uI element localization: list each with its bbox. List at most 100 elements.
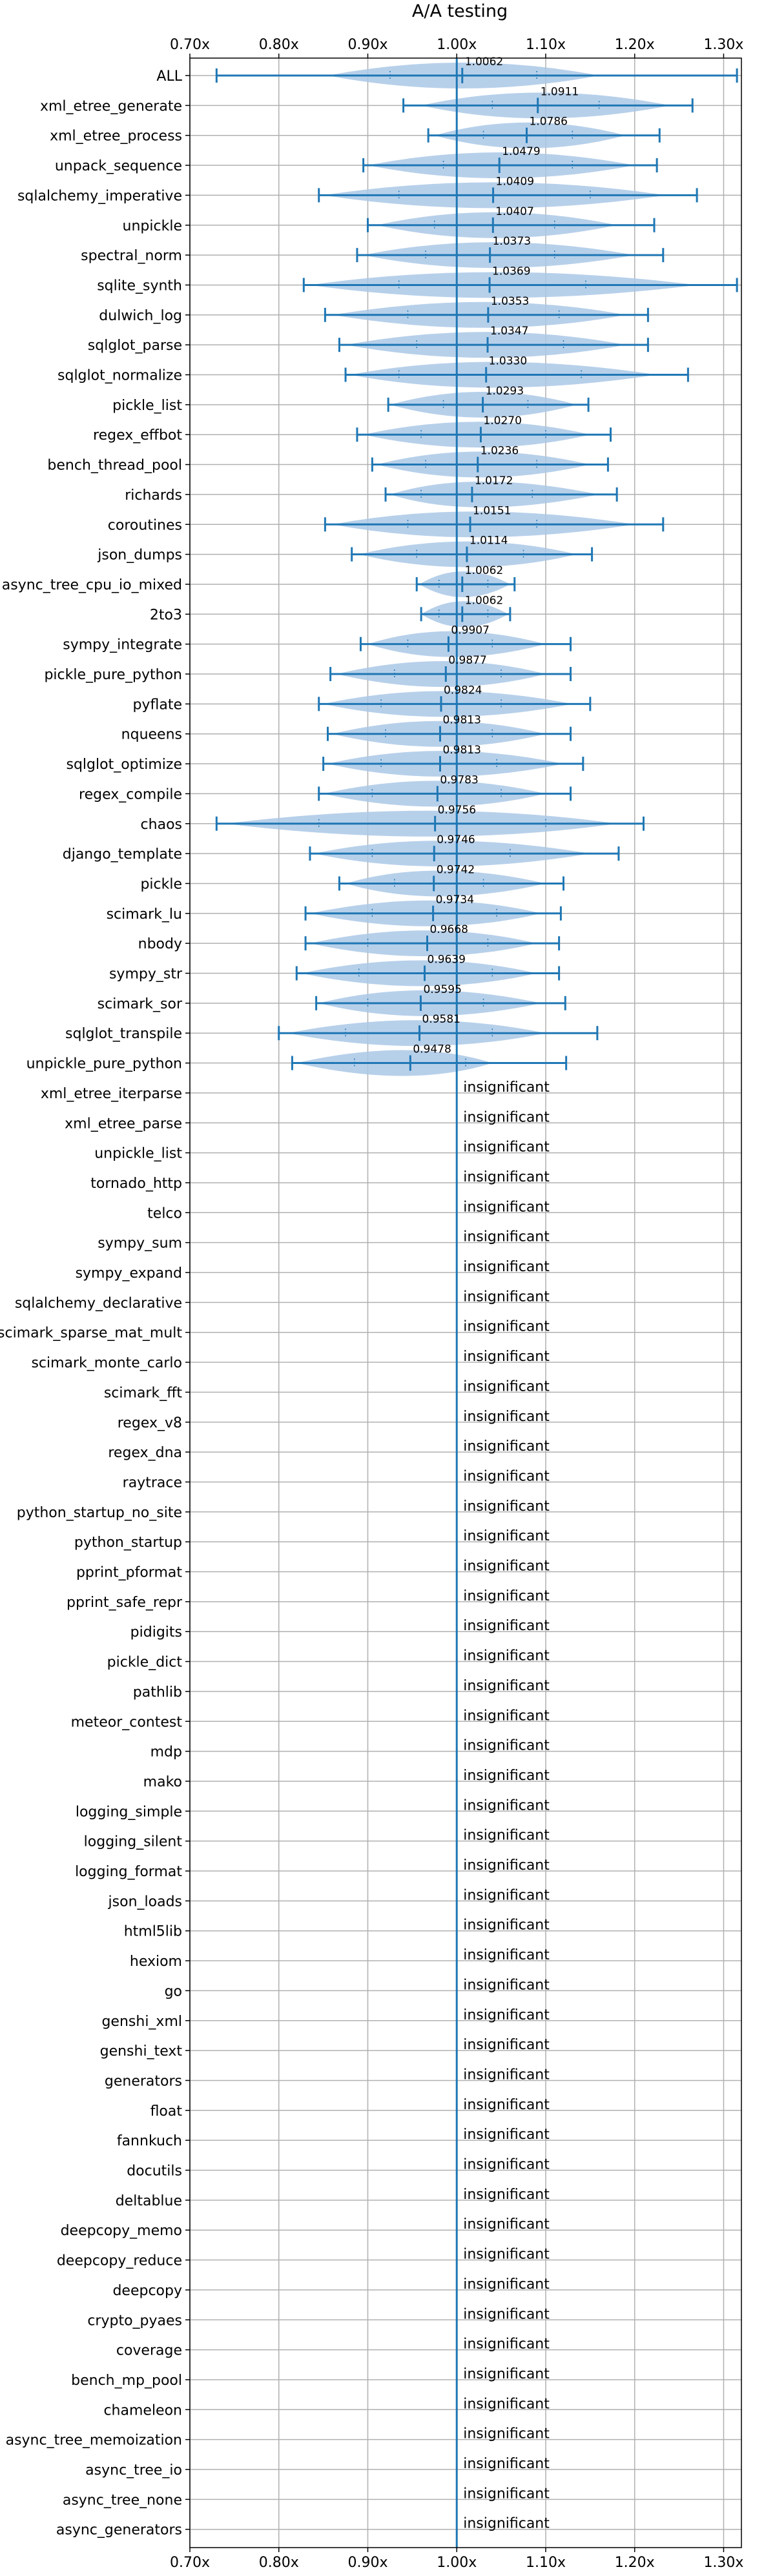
x-tick-label-top: 1.00x [437, 37, 477, 53]
x-tick-label-bottom: 1.30x [703, 2555, 743, 2571]
plot-frame [189, 57, 742, 2548]
insignificant-label: insignificant [463, 2306, 550, 2322]
category-label: logging_silent [84, 1834, 183, 1850]
category-label: sqlalchemy_imperative [17, 188, 182, 204]
insignificant-label: insignificant [463, 1768, 550, 1784]
category-label: xml_etree_iterparse [41, 1086, 182, 1102]
category-label: regex_dna [108, 1445, 182, 1461]
insignificant-label: insignificant [463, 1588, 550, 1604]
value-label: 1.0479 [502, 145, 540, 158]
category-label: bench_thread_pool [47, 458, 182, 474]
category-label: tornado_http [90, 1176, 182, 1192]
category-label: sympy_str [109, 966, 183, 983]
category-label: float [150, 2103, 183, 2120]
category-label: fannkuch [117, 2133, 182, 2149]
category-label: sympy_integrate [63, 637, 182, 653]
axis-layer: 0.70x 0.70x 0.80x 0.80x 0.90x 0.90x 1.00x 1.00x… [0, 37, 743, 2571]
value-label: 0.9595 [423, 983, 461, 996]
insignificant-label: insignificant [463, 1708, 550, 1724]
value-label: 1.0347 [490, 325, 528, 338]
value-label: 1.0062 [465, 564, 503, 577]
category-label: pickle [140, 876, 182, 892]
x-tick-label-bottom: 1.00x [437, 2555, 477, 2571]
value-label: 1.0151 [473, 504, 511, 517]
value-label: 1.0172 [475, 475, 513, 487]
insignificant-label: insignificant [463, 1977, 550, 1993]
errorbar-layer [215, 58, 738, 2548]
category-label: go [165, 1983, 182, 1999]
category-label: sympy_expand [76, 1265, 182, 1282]
insignificant-label: insignificant [463, 1229, 550, 1245]
category-label: pickle_list [112, 398, 182, 414]
value-label: 0.9877 [448, 654, 486, 667]
category-label: hexiom [130, 1954, 182, 1970]
category-label: sqlalchemy_declarative [15, 1295, 182, 1311]
insignificant-label: insignificant [463, 1378, 550, 1395]
category-label: pidigits [130, 1624, 182, 1641]
category-label: pyflate [133, 697, 182, 713]
value-label: 0.9581 [422, 1013, 460, 1026]
insignificant-label: insignificant [463, 1917, 550, 1934]
category-label: unpickle_list [94, 1146, 182, 1162]
category-label: django_template [63, 846, 182, 863]
category-label: telco [147, 1205, 182, 1222]
category-label: mako [143, 1774, 182, 1790]
value-label: 0.9813 [442, 744, 480, 757]
category-label: sqlglot_parse [88, 338, 182, 354]
insignificant-label: insignificant [463, 2336, 550, 2353]
label-layer: 1.0062 1.0911 1.0786 1.0479 1.0409 1.0407 1.03… [413, 56, 579, 2532]
insignificant-label: insignificant [463, 2216, 550, 2233]
category-label: generators [105, 2073, 182, 2089]
insignificant-label: insignificant [463, 1109, 550, 1125]
category-label: deepcopy_memo [61, 2223, 182, 2239]
category-label: genshi_text [100, 2043, 183, 2060]
category-label: crypto_pyaes [87, 2313, 182, 2329]
category-label: chaos [141, 817, 182, 833]
category-label: async_tree_cpu_io_mixed [2, 577, 182, 593]
value-label: 1.0407 [495, 205, 533, 218]
category-label: scimark_sparse_mat_mult [0, 1325, 182, 1342]
category-label: logging_simple [76, 1804, 182, 1820]
value-label: 1.0409 [496, 175, 534, 188]
value-label: 0.9907 [451, 624, 489, 637]
value-label: 1.0373 [493, 235, 531, 248]
insignificant-label: insignificant [463, 1648, 550, 1664]
insignificant-label: insignificant [463, 1887, 550, 1903]
insignificant-label: insignificant [463, 1947, 550, 1963]
x-tick-label-top: 0.70x [170, 37, 210, 53]
insignificant-label: insignificant [463, 2426, 550, 2442]
x-tick-label-top: 0.80x [259, 37, 299, 53]
category-label: 2to3 [150, 607, 182, 623]
insignificant-label: insignificant [463, 1528, 550, 1544]
x-tick-label-top: 0.90x [347, 37, 388, 53]
value-label: 1.0062 [465, 56, 503, 68]
insignificant-label: insignificant [463, 1797, 550, 1814]
insignificant-label: insignificant [463, 1349, 550, 1365]
category-label: richards [125, 487, 182, 504]
value-label: 0.9668 [429, 923, 468, 936]
category-label: dulwich_log [99, 308, 182, 324]
insignificant-label: insignificant [463, 1289, 550, 1305]
category-label: mdp [150, 1744, 182, 1761]
x-tick-label-top: 1.20x [615, 37, 655, 53]
category-label: nqueens [121, 727, 182, 743]
category-label: deltablue [116, 2193, 182, 2209]
x-tick-label-bottom: 1.20x [615, 2555, 655, 2571]
value-label: 1.0114 [470, 535, 508, 547]
category-label: pprint_safe_repr [67, 1595, 183, 1611]
insignificant-label: insignificant [463, 1079, 550, 1096]
category-label: sqlglot_optimize [67, 757, 183, 773]
category-label: async_tree_memoization [6, 2433, 182, 2449]
category-label: sqlglot_transpile [65, 1026, 182, 1042]
category-label: unpack_sequence [55, 158, 182, 174]
value-label: 1.0330 [489, 355, 527, 368]
insignificant-label: insignificant [463, 2097, 550, 2113]
value-label: 1.0062 [465, 594, 503, 607]
insignificant-label: insignificant [463, 2396, 550, 2412]
value-label: 0.9734 [436, 894, 474, 906]
value-label: 1.0353 [491, 295, 529, 308]
value-label: 0.9746 [437, 833, 475, 846]
category-label: bench_mp_pool [71, 2373, 182, 2389]
